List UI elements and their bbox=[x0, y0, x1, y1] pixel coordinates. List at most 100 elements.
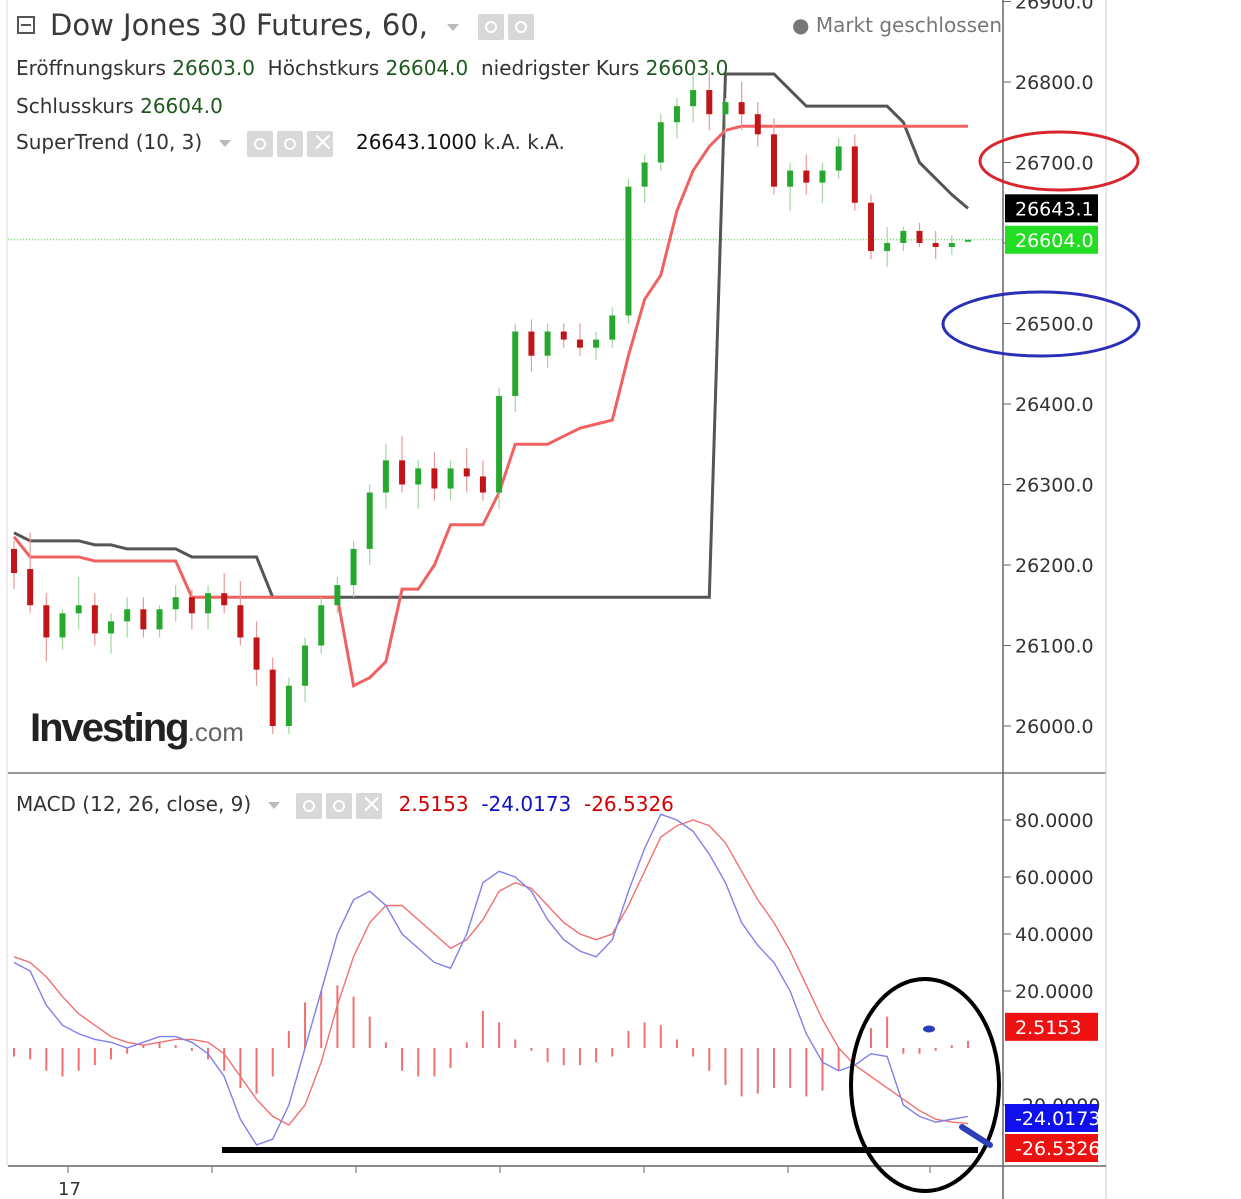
macd-value-badge-bg bbox=[1005, 1104, 1098, 1132]
candle bbox=[738, 102, 745, 115]
candle bbox=[690, 90, 697, 107]
chart-title: Dow Jones 30 Futures, 60, bbox=[50, 8, 538, 42]
macd-label[interactable]: MACD (12, 26, close, 9) bbox=[16, 792, 252, 816]
market-status: ● Markt geschlossen bbox=[792, 13, 1003, 37]
hist-value-badge-bg bbox=[1005, 1012, 1098, 1041]
open-label: Eröffnungskurs bbox=[16, 56, 166, 80]
eye-icon[interactable] bbox=[295, 792, 322, 819]
candle bbox=[350, 548, 357, 586]
candle bbox=[318, 605, 325, 646]
signal-line bbox=[13, 819, 969, 1126]
candle bbox=[916, 230, 923, 243]
candle bbox=[108, 621, 115, 634]
macd-histogram bbox=[13, 985, 969, 1097]
chevron-down-icon[interactable] bbox=[267, 802, 280, 809]
close-icon[interactable] bbox=[306, 127, 334, 157]
supertrend-price-badge-bg bbox=[1005, 194, 1098, 223]
close-value: 26604.0 bbox=[140, 94, 223, 118]
chevron-down-icon[interactable] bbox=[447, 23, 460, 31]
candle bbox=[382, 460, 389, 493]
eye-icon[interactable] bbox=[246, 130, 273, 157]
candle bbox=[172, 597, 179, 610]
candle bbox=[625, 186, 632, 316]
supertrend-na-2: k.A. bbox=[527, 130, 565, 154]
supertrend-na-1: k.A. bbox=[483, 130, 521, 154]
axes: 26900.026800.026700.026600.026500.026400… bbox=[6, 0, 1107, 1199]
collapse-icon[interactable] bbox=[17, 16, 35, 34]
supertrend-resistance-path bbox=[13, 72, 969, 599]
candle bbox=[496, 395, 503, 493]
y-tick-label: 26000.0 bbox=[1015, 716, 1094, 738]
low-value: 26603.0 bbox=[645, 56, 729, 80]
candle bbox=[560, 331, 567, 340]
candle bbox=[253, 637, 260, 670]
candle bbox=[237, 605, 244, 638]
close-label: Schlusskurs bbox=[16, 94, 134, 118]
y-tick-label: 26900.0 bbox=[1015, 0, 1094, 14]
gear-icon[interactable] bbox=[508, 14, 535, 40]
candle bbox=[188, 597, 195, 614]
red-ellipse-annotation bbox=[978, 130, 1140, 192]
candle bbox=[803, 170, 810, 183]
y-tick-label: 26400.0 bbox=[1015, 394, 1094, 416]
candle bbox=[205, 593, 212, 614]
eye-icon[interactable] bbox=[478, 14, 505, 40]
candle bbox=[415, 468, 422, 485]
gear-icon[interactable] bbox=[276, 130, 303, 157]
candle bbox=[59, 613, 66, 638]
candle bbox=[91, 605, 98, 634]
y-tick-label: 26800.0 bbox=[1015, 72, 1094, 94]
supertrend-price-badge: 26643.1 bbox=[1015, 198, 1094, 220]
candle bbox=[140, 609, 147, 630]
candle bbox=[770, 134, 777, 187]
macd-line-value: -24.0173 bbox=[481, 792, 572, 816]
candle bbox=[512, 331, 519, 396]
candle bbox=[932, 243, 939, 248]
chevron-down-icon[interactable] bbox=[218, 140, 231, 147]
candle bbox=[27, 569, 34, 606]
logo-text: Investing bbox=[30, 706, 190, 750]
open-value: 26603.0 bbox=[172, 56, 255, 80]
candle bbox=[302, 645, 309, 686]
candle bbox=[447, 468, 454, 489]
candle bbox=[867, 202, 874, 252]
low-label: niedrigster Kurs bbox=[480, 56, 640, 80]
blue-stroke-annotation bbox=[959, 1124, 993, 1148]
candle bbox=[819, 170, 826, 183]
x-tick-label: 17 bbox=[58, 1179, 81, 1199]
candle bbox=[544, 331, 551, 356]
candle bbox=[706, 90, 713, 115]
supertrend-support-path bbox=[12, 124, 968, 688]
candle bbox=[787, 170, 794, 187]
ohlc-row: Eröffnungskurs 26603.0 Höchstkurs 26604.… bbox=[16, 56, 728, 80]
supertrend-value: 26643.1000 bbox=[355, 130, 477, 154]
close-icon[interactable] bbox=[355, 789, 383, 819]
macd-signal-value: -26.5326 bbox=[583, 792, 674, 816]
candle bbox=[641, 162, 648, 187]
candle bbox=[851, 146, 858, 203]
supertrend-resistance-line bbox=[13, 72, 969, 599]
blue-ellipse-annotation bbox=[941, 290, 1141, 358]
investing-logo: Investing.com bbox=[30, 706, 244, 751]
logo-suffix: .com bbox=[187, 717, 244, 747]
high-value: 26604.0 bbox=[385, 56, 469, 80]
candle bbox=[576, 339, 583, 348]
supertrend-label[interactable]: SuperTrend (10, 3) bbox=[16, 130, 203, 154]
candle bbox=[269, 669, 276, 726]
candle bbox=[884, 243, 891, 252]
gear-icon[interactable] bbox=[325, 792, 352, 819]
macd-y-tick-label: 20.0000 bbox=[1015, 981, 1094, 1003]
macd-legend: MACD (12, 26, close, 9) 2.5153 -24.0173 … bbox=[16, 789, 674, 819]
y-tick-label: 26700.0 bbox=[1015, 153, 1094, 175]
macd-hist-value: 2.5153 bbox=[398, 792, 469, 816]
blue-dot-annotation bbox=[923, 1025, 935, 1033]
candle bbox=[754, 114, 761, 135]
candle bbox=[965, 239, 971, 242]
macd-y-tick-label: 80.0000 bbox=[1015, 810, 1094, 832]
candle bbox=[43, 605, 50, 638]
macd-line bbox=[13, 813, 969, 1146]
market-status-text: Markt geschlossen bbox=[815, 13, 1003, 37]
candle bbox=[334, 585, 341, 606]
y-tick-label: 26100.0 bbox=[1015, 636, 1094, 658]
